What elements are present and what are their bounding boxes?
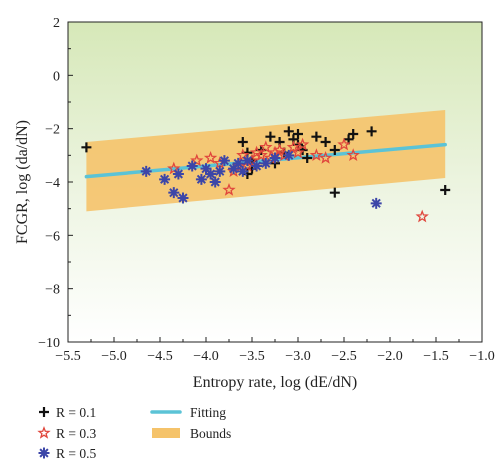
- legend-marker-4: [152, 428, 180, 438]
- x-axis-label: Entropy rate, log (dE/dN): [193, 374, 357, 391]
- y-tick-label: −4: [45, 176, 60, 191]
- data-point-r2-17: [260, 157, 272, 169]
- data-point-r2-20: [370, 197, 382, 209]
- x-tick-label: −4.5: [147, 349, 172, 364]
- data-point-r2-15: [241, 155, 253, 167]
- data-point-r0-15: [311, 131, 322, 142]
- data-point-r1-1: [190, 153, 204, 167]
- data-point-r2-12: [228, 163, 240, 175]
- data-point-r2-11: [218, 155, 230, 167]
- y-tick-label: −8: [45, 283, 60, 298]
- data-point-r2-13: [232, 157, 244, 169]
- data-point-r0-14: [302, 153, 313, 163]
- data-point-r2-4: [177, 192, 189, 204]
- data-point-r0-0: [81, 142, 92, 153]
- data-point-r2-14: [237, 165, 249, 177]
- data-point-r1-19: [318, 150, 333, 164]
- legend-label-3: Fitting: [190, 405, 226, 420]
- data-point-r1-21: [346, 148, 360, 162]
- data-point-r1-0: [167, 161, 181, 175]
- x-tick-label: −1.0: [469, 349, 494, 364]
- data-point-r0-17: [329, 145, 340, 155]
- y-axis-label: FCGR, log (da/dN): [14, 120, 31, 244]
- data-point-r2-9: [209, 176, 221, 188]
- y-tick-label: 0: [53, 69, 60, 84]
- data-point-r2-16: [251, 160, 263, 172]
- data-point-r0-20: [366, 126, 377, 137]
- data-point-r1-11: [259, 140, 273, 154]
- data-point-r0-10: [283, 126, 294, 137]
- legend-marker-0: [39, 407, 49, 417]
- data-point-r2-2: [168, 187, 180, 199]
- legend: R = 0.1 R = 0.3 R = 0.5 Fitting Bounds: [37, 405, 231, 461]
- data-point-r1-2: [203, 150, 218, 164]
- data-point-r1-24: [291, 145, 305, 159]
- data-point-r0-16: [320, 137, 331, 147]
- data-point-r1-7: [236, 148, 250, 162]
- x-tick-label: −2.0: [377, 349, 402, 364]
- x-tick-label: −1.5: [423, 349, 448, 364]
- data-point-r2-19: [283, 149, 295, 161]
- x-tick-label: −2.5: [331, 349, 356, 364]
- y-tick-label: 2: [53, 16, 60, 31]
- legend-label-2: R = 0.5: [56, 446, 96, 461]
- data-point-r2-18: [269, 152, 281, 164]
- data-point-r0-19: [348, 129, 359, 139]
- data-point-r1-18: [309, 148, 324, 162]
- y-axis-ticks: 2 0 −2 −4 −6 −8 −10: [38, 16, 73, 351]
- y-tick-label: −6: [45, 229, 60, 244]
- data-point-r2-8: [205, 168, 217, 180]
- legend-label-0: R = 0.1: [56, 405, 96, 420]
- data-point-r1-4: [222, 182, 236, 196]
- x-tick-label: −4.0: [193, 349, 218, 364]
- data-point-r0-23: [329, 187, 340, 198]
- x-axis-ticks: −5.5 −5.0 −4.5 −4.0 −3.5 −3.0 −2.5 −2.0 −1.5 −1.0: [55, 337, 495, 364]
- data-point-r1-20: [337, 137, 351, 151]
- y-tick-label: −2: [45, 123, 60, 138]
- data-point-r1-16: [286, 140, 301, 154]
- legend-marker-2: [38, 447, 50, 459]
- data-point-r2-6: [195, 173, 207, 185]
- data-point-r2-5: [186, 160, 198, 172]
- data-point-r2-7: [200, 163, 212, 175]
- data-point-r2-1: [159, 173, 171, 185]
- data-point-r0-12: [293, 129, 303, 139]
- data-point-r1-22: [415, 209, 429, 223]
- data-point-r2-3: [172, 168, 184, 180]
- data-point-r0-1: [237, 137, 248, 147]
- legend-marker-1: [37, 425, 51, 439]
- data-point-r2-0: [140, 165, 152, 177]
- data-point-r0-24: [440, 185, 451, 195]
- y-tick-label: −10: [38, 336, 60, 351]
- data-point-r1-10: [254, 148, 268, 162]
- data-points-layer: [81, 126, 451, 223]
- x-tick-label: −5.0: [101, 349, 126, 364]
- x-tick-label: −3.5: [239, 349, 264, 364]
- data-point-r0-7: [265, 131, 276, 142]
- legend-label-1: R = 0.3: [56, 426, 96, 441]
- data-point-r2-10: [214, 165, 226, 177]
- data-point-r1-17: [295, 137, 310, 151]
- legend-label-4: Bounds: [190, 426, 231, 441]
- x-tick-label: −3.0: [285, 349, 310, 364]
- x-tick-label: −5.5: [55, 349, 80, 364]
- data-point-r1-14: [272, 142, 287, 156]
